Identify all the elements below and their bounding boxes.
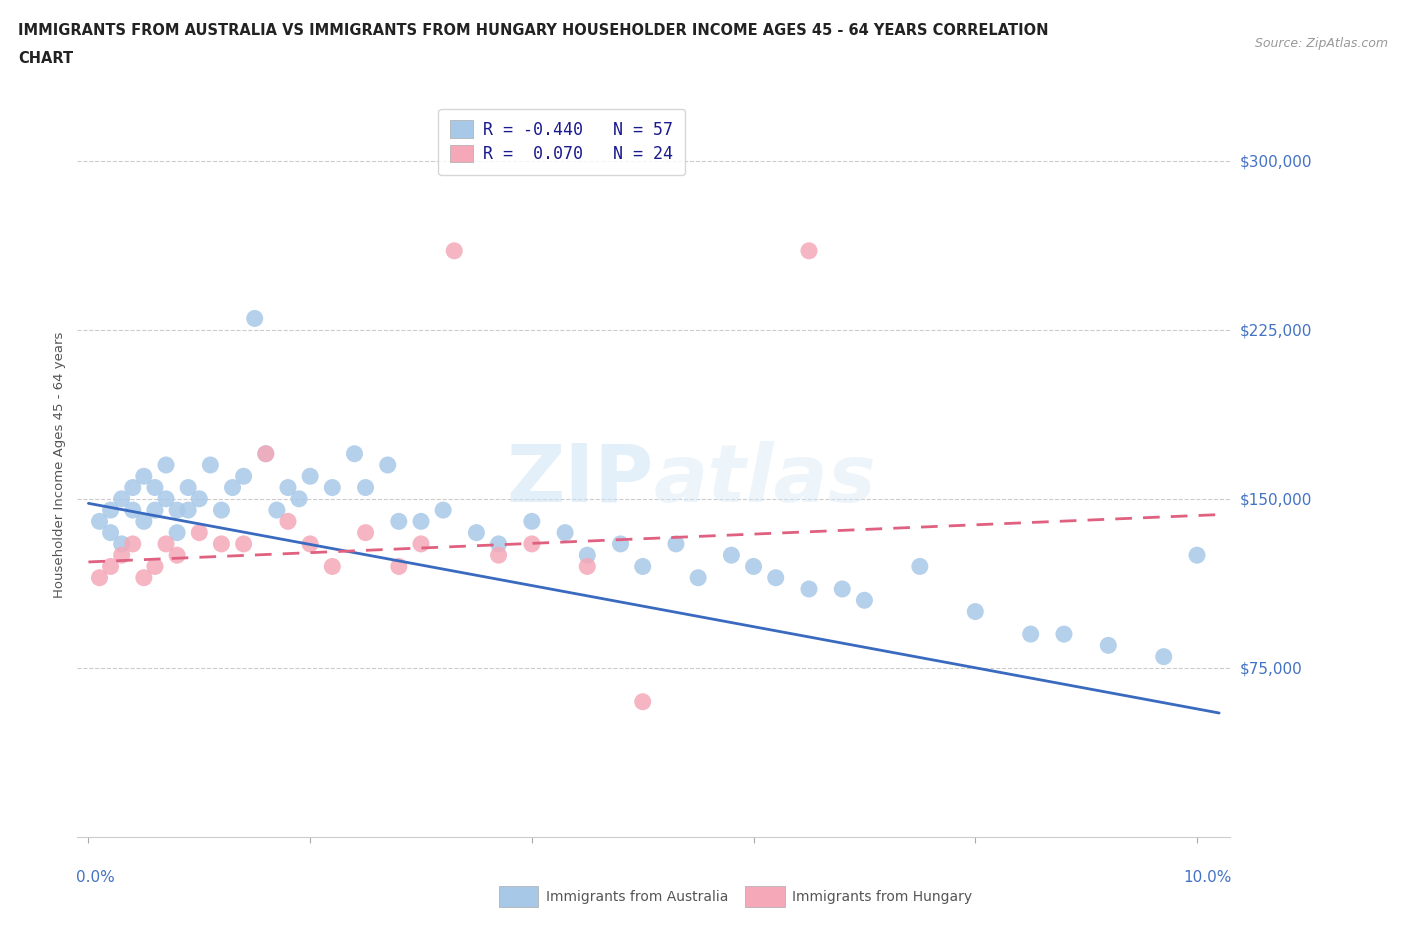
Point	[121, 537, 143, 551]
Point	[688, 570, 710, 585]
Point	[254, 446, 277, 461]
Point	[89, 570, 111, 585]
Point	[111, 537, 134, 551]
Point	[1153, 649, 1175, 664]
Point	[720, 548, 742, 563]
Point	[1097, 638, 1119, 653]
Y-axis label: Householder Income Ages 45 - 64 years: Householder Income Ages 45 - 64 years	[53, 332, 66, 598]
Point	[609, 537, 631, 551]
Point	[631, 559, 654, 574]
Text: Source: ZipAtlas.com: Source: ZipAtlas.com	[1254, 37, 1388, 50]
Point	[100, 502, 122, 517]
Point	[155, 491, 177, 506]
Point	[200, 458, 222, 472]
Point	[432, 502, 454, 517]
Point	[908, 559, 931, 574]
Legend: R = -0.440   N = 57, R =  0.070   N = 24: R = -0.440 N = 57, R = 0.070 N = 24	[439, 109, 685, 175]
Point	[277, 480, 299, 495]
Point	[299, 537, 322, 551]
Point	[1185, 548, 1208, 563]
Point	[166, 525, 188, 540]
Point	[465, 525, 488, 540]
Point	[1053, 627, 1076, 642]
Point	[354, 525, 377, 540]
Point	[266, 502, 288, 517]
Text: Immigrants from Australia: Immigrants from Australia	[546, 889, 728, 904]
Point	[211, 502, 233, 517]
Point	[211, 537, 233, 551]
Point	[243, 311, 266, 325]
Point	[488, 537, 510, 551]
Point	[121, 502, 143, 517]
Point	[166, 548, 188, 563]
Point	[576, 559, 599, 574]
Point	[665, 537, 688, 551]
Point	[155, 458, 177, 472]
Point	[143, 559, 166, 574]
Point	[797, 244, 820, 259]
Point	[177, 502, 200, 517]
Point	[409, 514, 432, 529]
Point	[409, 537, 432, 551]
Point	[188, 525, 211, 540]
Text: Immigrants from Hungary: Immigrants from Hungary	[792, 889, 972, 904]
Point	[132, 514, 155, 529]
Point	[111, 548, 134, 563]
Point	[254, 446, 277, 461]
Point	[288, 491, 311, 506]
Point	[742, 559, 765, 574]
Point	[188, 491, 211, 506]
Point	[100, 525, 122, 540]
Point	[143, 502, 166, 517]
Text: ZIP: ZIP	[506, 441, 654, 519]
Point	[132, 469, 155, 484]
Point	[155, 537, 177, 551]
Point	[554, 525, 576, 540]
Point	[221, 480, 243, 495]
Point	[121, 480, 143, 495]
Point	[321, 480, 343, 495]
Point	[488, 548, 510, 563]
Point	[853, 592, 876, 607]
Point	[631, 695, 654, 710]
Text: 0.0%: 0.0%	[76, 870, 115, 885]
Text: CHART: CHART	[18, 51, 73, 66]
Point	[388, 559, 411, 574]
Point	[377, 458, 399, 472]
Point	[100, 559, 122, 574]
Point	[321, 559, 343, 574]
Point	[965, 604, 987, 619]
Point	[831, 581, 853, 596]
Point	[299, 469, 322, 484]
Text: atlas: atlas	[654, 441, 876, 519]
Point	[520, 514, 543, 529]
Point	[354, 480, 377, 495]
Point	[797, 581, 820, 596]
Point	[132, 570, 155, 585]
Point	[520, 537, 543, 551]
Point	[111, 491, 134, 506]
Point	[89, 514, 111, 529]
Point	[277, 514, 299, 529]
Point	[765, 570, 787, 585]
Text: IMMIGRANTS FROM AUSTRALIA VS IMMIGRANTS FROM HUNGARY HOUSEHOLDER INCOME AGES 45 : IMMIGRANTS FROM AUSTRALIA VS IMMIGRANTS …	[18, 23, 1049, 38]
Point	[388, 514, 411, 529]
Text: 10.0%: 10.0%	[1182, 870, 1232, 885]
Point	[576, 548, 599, 563]
Point	[177, 480, 200, 495]
Point	[232, 537, 254, 551]
Point	[143, 480, 166, 495]
Point	[343, 446, 366, 461]
Point	[443, 244, 465, 259]
Point	[166, 502, 188, 517]
Point	[232, 469, 254, 484]
Point	[1019, 627, 1042, 642]
